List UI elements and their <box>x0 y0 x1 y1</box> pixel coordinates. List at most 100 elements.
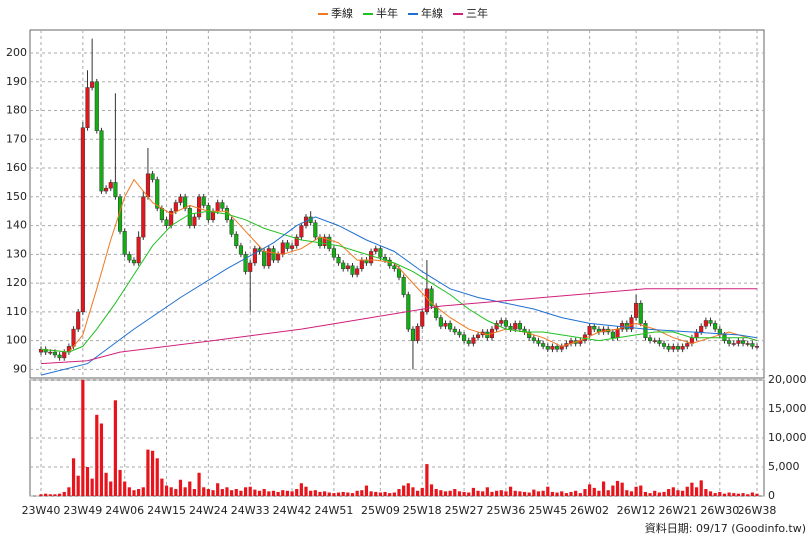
volume-bar <box>560 491 564 496</box>
volume-bar <box>527 492 531 496</box>
volume-bar <box>248 486 252 496</box>
volume-bar <box>457 491 462 496</box>
x-tick-label: 24W15 <box>147 504 186 517</box>
volume-bar <box>690 482 694 496</box>
volume-bar <box>588 484 592 496</box>
candle-body <box>536 340 541 344</box>
volume-bar <box>132 490 136 496</box>
volume-bar <box>81 380 85 496</box>
volume-bar <box>699 480 703 496</box>
candle-body <box>173 202 178 212</box>
candle-body <box>643 323 648 338</box>
candle-body <box>508 325 513 330</box>
candle-body <box>745 343 750 345</box>
volume-bar <box>653 490 657 496</box>
candle-body <box>336 256 341 264</box>
candle-body <box>71 328 76 347</box>
volume-bar <box>592 487 596 496</box>
x-tick-label: 24W24 <box>189 504 228 517</box>
volume-bar <box>718 491 722 496</box>
candle-body <box>708 320 713 324</box>
x-tick-label: 23W40 <box>22 504 61 517</box>
candle-body <box>290 245 295 249</box>
x-tick-label: 26W38 <box>738 504 777 517</box>
candle-body <box>206 205 211 221</box>
candle-body <box>322 236 327 246</box>
candle-body <box>350 265 355 275</box>
x-tick-label: 25W09 <box>361 504 400 517</box>
volume-bar <box>671 487 675 496</box>
volume-bar <box>681 490 685 496</box>
candle-body <box>164 219 169 226</box>
candle-body <box>285 242 290 249</box>
candle-body <box>471 337 476 344</box>
volume-bar <box>374 491 378 496</box>
volume-bar <box>169 487 173 496</box>
volume-bar <box>341 491 345 496</box>
volume-bar <box>476 490 480 496</box>
volume-bar <box>425 464 429 496</box>
volume-bar <box>429 484 434 496</box>
candle-body <box>666 346 671 350</box>
candle-body <box>680 346 685 350</box>
volume-bar <box>685 486 689 496</box>
candle-body <box>369 251 374 264</box>
volume-bar <box>299 483 303 496</box>
candle-body <box>610 331 615 338</box>
volume-bar <box>123 481 127 496</box>
candle-body <box>197 196 202 218</box>
y-tick-label: 130 <box>6 247 27 260</box>
volume-bar <box>146 449 150 496</box>
volume-bar <box>369 491 373 496</box>
volume-bar <box>364 485 369 496</box>
candle-body <box>122 231 127 255</box>
volume-bar <box>95 414 99 496</box>
volume-bar <box>532 489 536 496</box>
ma-line <box>40 216 758 376</box>
volume-bar <box>397 489 401 496</box>
candle-body <box>373 248 378 252</box>
volume-bar <box>578 493 582 496</box>
volume-bar <box>648 493 652 496</box>
volume-bar <box>634 486 638 496</box>
x-tick-label: 24W06 <box>105 504 144 517</box>
y-tick-label: 140 <box>6 219 27 232</box>
price-frame <box>29 29 765 379</box>
volume-bar <box>318 491 322 496</box>
volume-bar <box>727 492 731 496</box>
volume-bar <box>704 489 708 496</box>
v-tick-label: 0 <box>768 489 775 502</box>
volume-bar <box>643 491 648 496</box>
x-tick-label: 26W12 <box>617 504 656 517</box>
volume-bar <box>178 479 183 496</box>
volume-bar <box>736 493 741 496</box>
candle-body <box>699 325 704 333</box>
candle-body <box>85 87 90 129</box>
candle-body <box>201 196 206 206</box>
legend-label: 年線 <box>421 6 443 20</box>
candle-body <box>401 277 406 295</box>
volume-bar <box>113 400 117 496</box>
volume-bar <box>257 490 262 496</box>
volume-bar <box>439 490 443 496</box>
x-tick-label: 26W21 <box>659 504 698 517</box>
volume-bar <box>304 486 308 496</box>
candle-body <box>448 323 453 330</box>
y-tick-label: 150 <box>6 190 27 203</box>
volume-bar <box>295 489 299 496</box>
candle-body <box>359 259 364 269</box>
candle-body <box>462 334 467 341</box>
volume-bar <box>137 489 141 496</box>
candle-body <box>192 216 197 226</box>
candle-body <box>587 325 592 336</box>
candle-body <box>243 254 248 272</box>
volume-bar <box>141 487 145 496</box>
candle-body <box>638 302 643 324</box>
volume-bar <box>471 487 475 496</box>
volume-bar <box>490 491 494 496</box>
volume-bar <box>513 490 517 496</box>
volume-bar <box>104 472 108 496</box>
candle-body <box>555 346 560 350</box>
volume-bar <box>732 493 736 496</box>
